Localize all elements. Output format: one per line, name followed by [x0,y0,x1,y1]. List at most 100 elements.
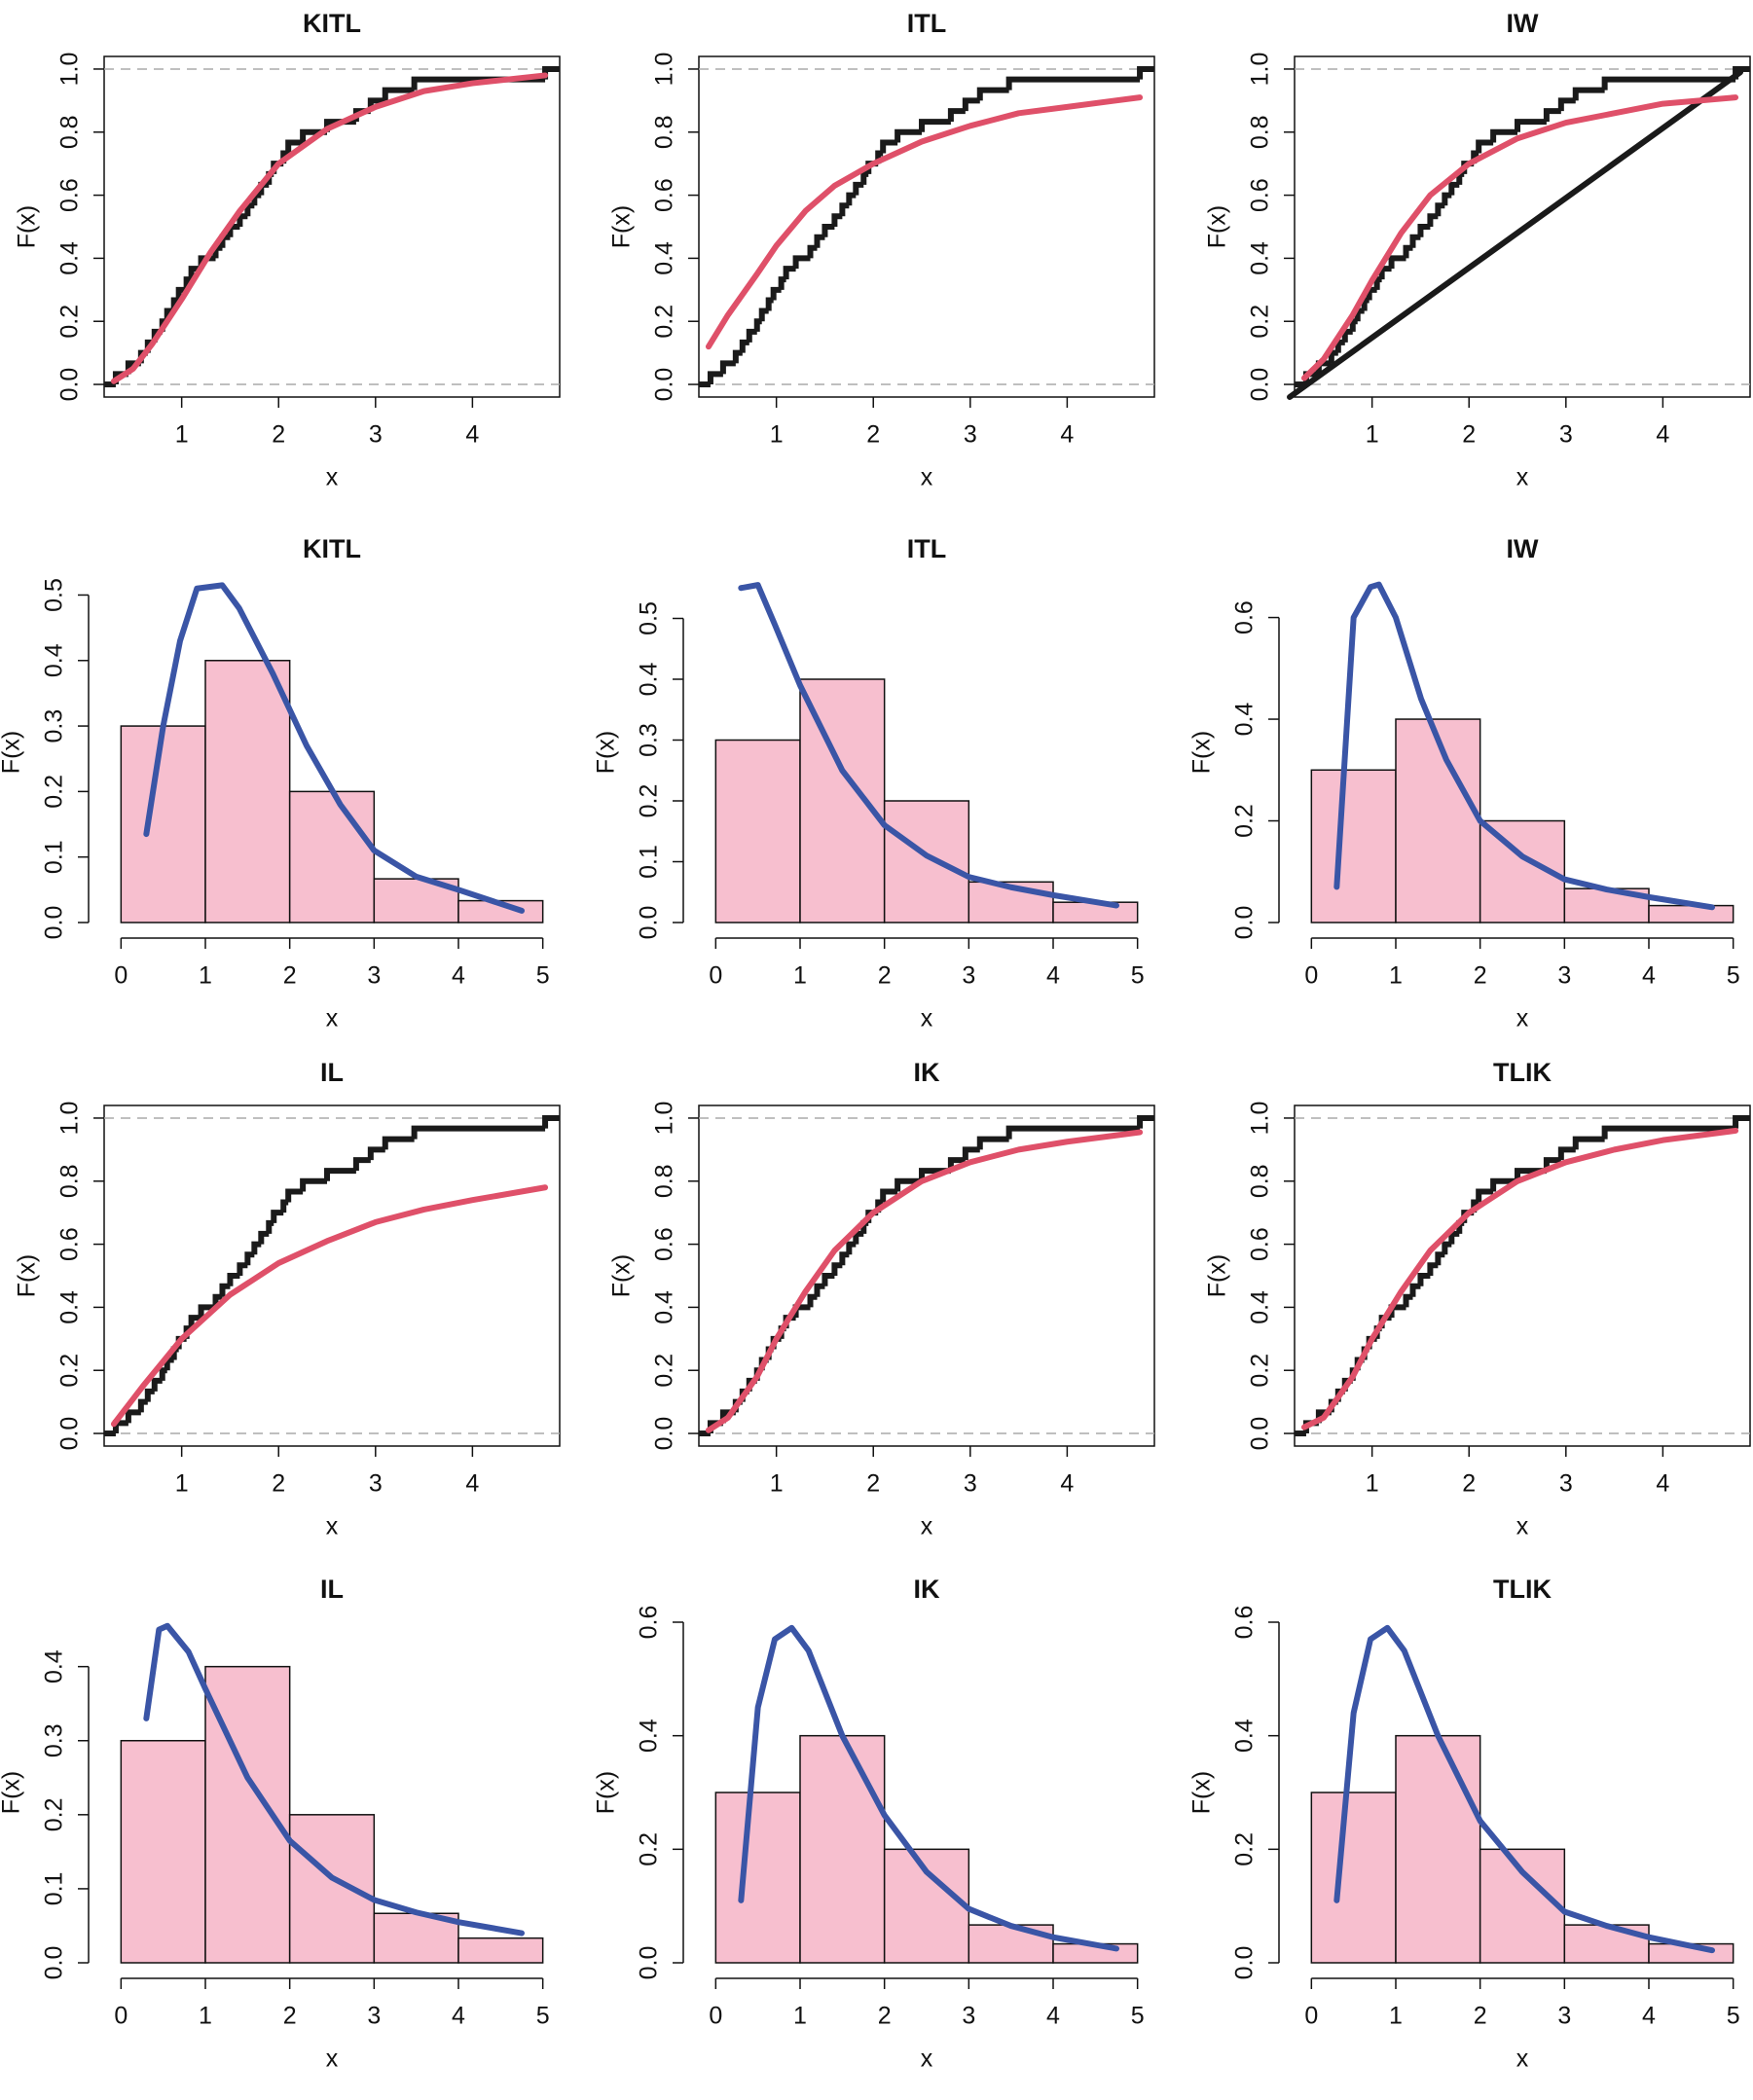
ecdf-step [1354,308,1365,322]
x-tick-label: 2 [272,421,285,449]
histogram-bar [1310,769,1397,923]
ecdf-step [976,1136,1009,1150]
y-axis-label: F(x) [1204,205,1231,248]
x-tick-label: 0 [1304,2003,1318,2030]
ecdf-step [112,1420,128,1434]
x-tick-label: 4 [1642,962,1656,990]
y-tick-label: 0.0 [636,1946,663,1980]
ecdf-step [1601,76,1736,91]
x-tick-label: 1 [793,962,807,990]
x-tick-label: 3 [1559,421,1573,449]
y-tick-label: 0.0 [636,906,663,940]
ecdf-step [280,1199,289,1213]
panel-title: TLIK [1493,1058,1552,1087]
y-axis-label: F(x) [608,205,636,248]
x-tick-label: 3 [962,2003,975,2030]
x-tick-label: 4 [1642,2003,1656,2030]
x-tick-label: 3 [962,962,975,990]
histogram-bar [120,725,206,923]
y-axis-label: F(x) [1188,731,1216,774]
x-tick-label: 2 [866,1470,880,1498]
ecdf-step [822,1273,835,1286]
ecdf-step [807,1293,818,1308]
ecdf-step [895,128,923,143]
plot-box [1294,1104,1751,1447]
ecdf-step [962,1146,980,1161]
ecdf-step [1476,139,1494,154]
x-tick-label: 3 [367,2003,381,2030]
y-tick-label: 0.4 [1247,1290,1274,1324]
histogram-bar [1563,1924,1650,1964]
y-tick-label: 0.8 [56,1164,84,1198]
y-tick-label: 0.0 [1247,368,1274,402]
ecdf-step [839,202,850,217]
ecdf-step [159,1367,167,1381]
ecdf-step [300,1177,328,1192]
ecdf-step [739,339,749,353]
ecdf-step [227,1273,240,1286]
x-axis-label: x [921,2046,933,2073]
ecdf-step [1435,1251,1445,1266]
y-tick-label: 0.2 [636,784,663,818]
fitted-curve [1287,69,1744,400]
ecdf-step [1366,286,1377,301]
ecdf-step [258,1230,270,1245]
y-tick-label: 0.0 [56,368,84,402]
x-tick-label: 0 [114,2003,128,2030]
x-axis-label: x [326,1005,339,1032]
y-axis-label: F(x) [1204,1254,1231,1297]
histogram-bar [883,1848,970,1964]
ecdf-step [137,1398,148,1413]
x-tick-label: 2 [283,962,297,990]
histogram-bar [799,1734,886,1964]
x-tick-label: 2 [878,962,892,990]
x-tick-label: 0 [709,2003,722,2030]
ecdf-step [860,170,869,185]
histogram-bar [1052,901,1139,923]
x-tick-label: 2 [1474,2003,1487,2030]
y-tick-label: 0.4 [41,1649,68,1684]
x-tick-label: 1 [770,1470,784,1498]
ecdf-step [831,213,843,227]
x-axis-label: x [921,1513,933,1540]
ecdf-step [1137,1114,1154,1129]
y-axis-label: F(x) [593,1771,620,1814]
fitted-curve [1333,581,1715,911]
x-tick-label: 2 [878,2003,892,2030]
y-tick-label: 0.5 [41,578,68,612]
ecdf-step [164,1357,174,1371]
fitted-curve [1300,94,1739,381]
ecdf-step [758,308,769,322]
x-tick-label: 0 [709,962,722,990]
ecdf-step [188,1315,201,1329]
ecdf-step [1409,1283,1421,1297]
x-tick-label: 1 [793,2003,807,2030]
y-tick-label: 0.8 [1247,1164,1274,1198]
x-tick-label: 4 [452,962,465,990]
ecdf-step [1476,1188,1494,1203]
ecdf-step [227,224,240,237]
y-tick-label: 0.3 [41,709,68,743]
y-tick-label: 0.4 [1231,703,1259,737]
x-axis-label: x [1516,1005,1529,1032]
ecdf-step [853,181,864,196]
fitted-curve [705,94,1144,350]
x-tick-label: 4 [465,421,479,449]
y-tick-label: 0.6 [1231,600,1259,634]
ecdf-step [1456,170,1465,185]
ecdf-step [753,318,762,332]
x-tick-label: 3 [367,962,381,990]
y-tick-label: 0.0 [1231,906,1259,940]
ecdf-step [962,97,980,112]
ecdf-step [237,1262,248,1276]
y-tick-label: 0.4 [41,643,68,677]
panel-title: IK [914,1575,941,1604]
histogram-bar [288,790,376,923]
ecdf-step [853,1230,864,1245]
ecdf-step [765,297,774,311]
y-tick-label: 0.4 [651,241,678,275]
x-axis-label: x [1516,2046,1529,2073]
histogram-bar [714,739,801,923]
ecdf-step [707,371,723,385]
histogram-bar [120,1739,206,1964]
